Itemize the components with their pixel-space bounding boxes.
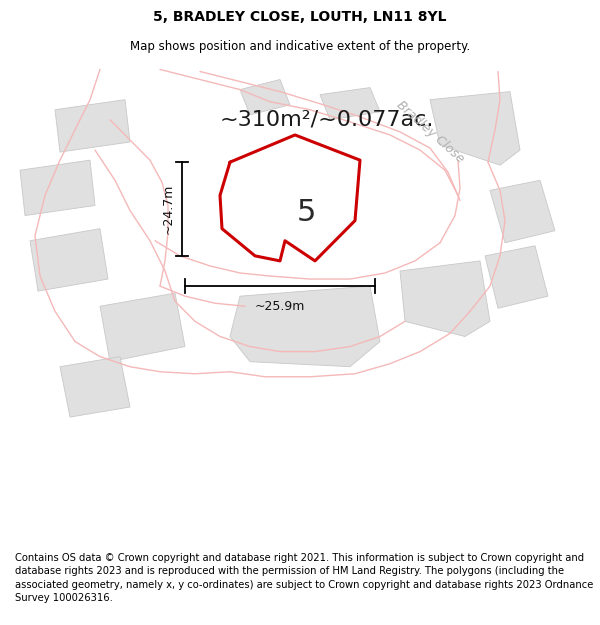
Text: ~24.7m: ~24.7m (161, 184, 175, 234)
Text: 5, BRADLEY CLOSE, LOUTH, LN11 8YL: 5, BRADLEY CLOSE, LOUTH, LN11 8YL (153, 9, 447, 24)
Polygon shape (430, 92, 520, 165)
Polygon shape (320, 88, 380, 120)
Polygon shape (240, 79, 290, 115)
Polygon shape (30, 229, 108, 291)
Polygon shape (400, 261, 490, 336)
Polygon shape (20, 160, 95, 216)
Text: 5: 5 (297, 198, 316, 226)
Polygon shape (55, 99, 130, 152)
Polygon shape (230, 286, 380, 367)
Text: Map shows position and indicative extent of the property.: Map shows position and indicative extent… (130, 40, 470, 52)
Polygon shape (100, 293, 185, 362)
Text: Contains OS data © Crown copyright and database right 2021. This information is : Contains OS data © Crown copyright and d… (15, 553, 593, 602)
Polygon shape (490, 180, 555, 243)
Text: ~25.9m: ~25.9m (255, 300, 305, 312)
Polygon shape (485, 246, 548, 308)
Text: Bradley Close: Bradley Close (394, 98, 466, 166)
Polygon shape (60, 357, 130, 417)
Text: ~310m²/~0.077ac.: ~310m²/~0.077ac. (220, 110, 434, 130)
